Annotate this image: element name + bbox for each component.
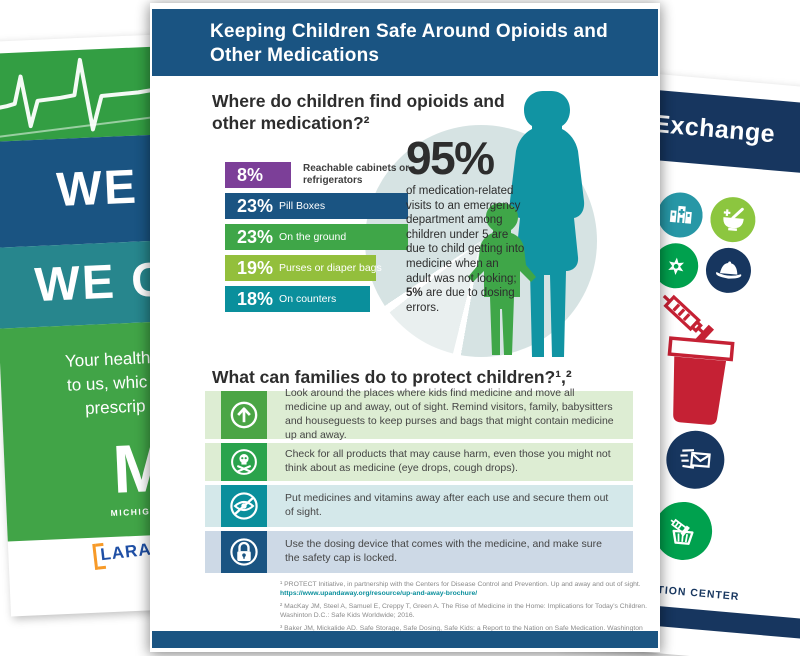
bar-label: On the ground bbox=[279, 231, 347, 243]
family-tips-list: Look around the places where kids find m… bbox=[205, 387, 633, 577]
question-2-heading: What can families do to protect children… bbox=[212, 367, 572, 387]
bar-label: On counters bbox=[279, 293, 337, 305]
bar-label: Reachable cabinets or refrigerators bbox=[303, 163, 410, 186]
we-text-2: WE C bbox=[33, 253, 170, 313]
bar-percent: 23% bbox=[237, 195, 274, 216]
body-line-1: Your health bbox=[64, 348, 151, 371]
body-line-3: prescrip bbox=[84, 396, 146, 419]
question-1-heading: Where do children find opioids and other… bbox=[212, 91, 505, 133]
list-item: Put medicines and vitamins away after ea… bbox=[205, 485, 633, 527]
bar-label: Purses or diaper bags bbox=[279, 262, 382, 274]
arrow-up-circle-icon bbox=[221, 391, 267, 439]
tip-text: Use the dosing device that comes with th… bbox=[285, 538, 602, 564]
adult-silhouette bbox=[509, 91, 585, 357]
hospital-icon bbox=[655, 190, 705, 240]
bar-percent: 18% bbox=[237, 288, 274, 309]
list-item: Check for all products that may cause ha… bbox=[205, 443, 633, 481]
bar-row: 23% Pill Boxes bbox=[225, 193, 408, 219]
lara-logo: LARA bbox=[92, 539, 153, 570]
bar-percent: 19% bbox=[237, 257, 274, 278]
bar-segment: 23% Pill Boxes bbox=[225, 193, 408, 219]
footer-stripe bbox=[641, 604, 800, 639]
right-flyer: Exchange bbox=[561, 70, 800, 656]
sharps-container-syringe-icon bbox=[633, 274, 770, 439]
child-silhouette bbox=[468, 203, 536, 355]
bar-segment: 18% On counters bbox=[225, 286, 370, 312]
list-item: Use the dosing device that comes with th… bbox=[205, 531, 633, 573]
bar-label: Pill Boxes bbox=[279, 200, 326, 212]
exchange-title: Exchange bbox=[652, 109, 777, 149]
padlock-icon bbox=[221, 531, 267, 573]
stat-value: 95% bbox=[406, 132, 495, 184]
syringe-trash-icon bbox=[651, 499, 715, 563]
footnote-2: ² MacKay JM, Steel A, Samuel E, Creppy T… bbox=[280, 602, 647, 620]
bar-percent: 8% bbox=[237, 164, 264, 185]
body-line-2: to us, whic bbox=[66, 372, 148, 395]
lara-wordmark: LARA bbox=[99, 539, 153, 565]
stat-95-percent: 95% of medication-related visits to an e… bbox=[406, 135, 526, 315]
bar-row: 8% Reachable cabinets or refrigerators bbox=[225, 162, 409, 188]
footnote-1: ¹ PROTECT Initiative, in partnership wit… bbox=[280, 580, 650, 598]
fire-helmet-icon bbox=[704, 246, 753, 295]
poster-title: Keeping Children Safe Around Opioids and… bbox=[210, 21, 608, 67]
mail-envelope-icon bbox=[663, 428, 727, 492]
title-band: Keeping Children Safe Around Opioids and… bbox=[152, 9, 658, 76]
tip-text: Put medicines and vitamins away after ea… bbox=[285, 492, 609, 518]
tip-text: Look around the places where kids find m… bbox=[285, 387, 614, 441]
sheriff-star-icon bbox=[651, 241, 701, 291]
main-flyer: Keeping Children Safe Around Opioids and… bbox=[150, 3, 660, 652]
skull-crossbones-icon bbox=[221, 443, 267, 481]
bar-segment: 19% Purses or diaper bags bbox=[225, 255, 382, 281]
find-locations-bar-chart: 8% Reachable cabinets or refrigerators 2… bbox=[225, 162, 409, 317]
bar-row: 18% On counters bbox=[225, 286, 408, 312]
stat-description: of medication-related visits to an emerg… bbox=[406, 185, 525, 314]
list-item: Look around the places where kids find m… bbox=[205, 387, 633, 441]
we-text-1: WE bbox=[55, 160, 139, 218]
dropoff-location-icons bbox=[651, 190, 759, 295]
pharmacy-mortar-pestle-icon bbox=[708, 195, 758, 244]
bar-percent: 23% bbox=[237, 226, 274, 247]
bar-segment: 23% On the ground bbox=[225, 224, 408, 250]
footnote-link[interactable]: https://www.upandaway.org/resource/up-an… bbox=[280, 590, 478, 598]
bar-segment: 8% bbox=[225, 162, 291, 188]
bar-row: 19% Purses or diaper bags bbox=[225, 255, 408, 281]
bar-row: 23% On the ground bbox=[225, 224, 408, 250]
tip-text: Check for all products that may cause ha… bbox=[285, 448, 611, 474]
bottom-bar bbox=[152, 631, 658, 648]
eye-slash-icon bbox=[221, 485, 267, 527]
